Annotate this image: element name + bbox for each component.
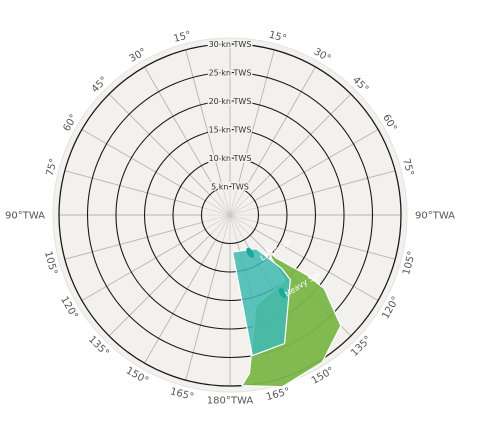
ring-labels: 5 kn TWS 10 kn TWS 15 kn TWS 20 kn TWS 25 kn… xyxy=(207,39,253,194)
zone-markers xyxy=(246,247,287,298)
ring-30 xyxy=(58,43,402,387)
inner-spoke-line xyxy=(222,214,231,243)
inner-spoke-line xyxy=(205,214,231,230)
inner-spoke-line xyxy=(202,207,231,216)
spoke-line xyxy=(249,93,352,196)
spoke-line xyxy=(254,228,379,301)
ring-label-15: 15 kn TWS xyxy=(209,126,252,135)
inner-spoke-line xyxy=(229,214,251,236)
zone-marker xyxy=(278,287,287,298)
spoke-line xyxy=(243,66,316,191)
spoke-line xyxy=(81,129,206,202)
angle-label-right-75: 75° xyxy=(400,157,415,177)
angle-label-right-90: 90°TWA xyxy=(415,211,455,222)
angle-label-right-165: 165° xyxy=(265,386,291,403)
ring-20 xyxy=(115,100,345,330)
ring-15 xyxy=(143,128,317,302)
inner-spoke-line xyxy=(215,190,231,216)
inner-spoke-line xyxy=(202,214,231,223)
spoke-line xyxy=(108,93,211,196)
spoke-line xyxy=(108,234,211,337)
ring-label-10: 10 kn TWS xyxy=(209,154,252,163)
inner-spoke-line xyxy=(222,187,231,216)
inner-spoke-line xyxy=(229,200,255,216)
spoke-line xyxy=(144,239,217,364)
inner-spoke-line xyxy=(229,207,258,216)
inner-spoke-line xyxy=(215,214,231,240)
angle-label-left-105: 105° xyxy=(42,250,59,276)
polar-grid xyxy=(58,43,402,387)
spoke-line xyxy=(64,221,203,260)
inner-spoke-line xyxy=(229,214,238,243)
inner-spoke-line xyxy=(209,194,231,216)
ring-25 xyxy=(86,71,374,359)
ring-10 xyxy=(172,157,288,273)
ring-label-25: 25 kn TWS xyxy=(209,69,252,78)
spoke-line xyxy=(185,242,224,381)
inner-spoke-line xyxy=(205,200,231,216)
angle-label-left-75: 75° xyxy=(45,157,60,177)
spoke-line xyxy=(257,221,396,260)
inner-spoke-line xyxy=(229,214,258,223)
spoke-line xyxy=(144,66,217,191)
inner-spoke-line xyxy=(229,214,255,230)
ring-label-5: 5 kn TWS xyxy=(211,183,249,192)
spoke-line xyxy=(254,129,379,202)
spoke-line xyxy=(81,228,206,301)
angle-label-right-180: 180°TWA xyxy=(207,396,254,407)
angle-label-right-15: 15° xyxy=(268,30,288,45)
angle-label-right-105: 105° xyxy=(401,250,418,276)
zone-light-spi xyxy=(232,248,291,357)
inner-spoke-line xyxy=(229,214,245,240)
sail-zones xyxy=(232,247,342,388)
ring-label-30: 30 kn TWS xyxy=(209,40,252,49)
angle-label-left-15: 15° xyxy=(172,30,192,45)
spoke-line xyxy=(185,49,224,188)
spoke-line xyxy=(64,170,203,209)
spoke-line xyxy=(236,49,275,188)
zone-marker xyxy=(246,247,254,258)
ring-label-20: 20 kn TWS xyxy=(209,97,252,106)
inner-spoke-line xyxy=(229,194,251,216)
ring-5 xyxy=(200,185,260,245)
angle-label-left-90: 90°TWA xyxy=(5,211,45,222)
inner-spoke-line xyxy=(229,187,238,216)
spoke-line xyxy=(257,170,396,209)
inner-spoke-line xyxy=(209,214,231,236)
angle-label-left-165: 165° xyxy=(169,386,195,403)
inner-spoke-line xyxy=(229,190,245,216)
